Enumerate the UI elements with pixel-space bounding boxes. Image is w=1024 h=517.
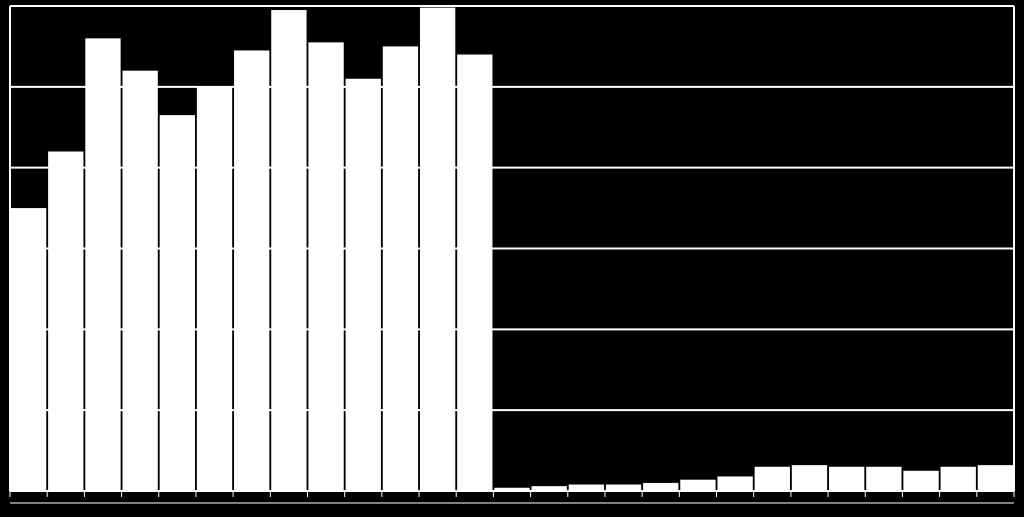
bar (717, 476, 752, 491)
bar (346, 79, 381, 491)
bar (48, 152, 83, 492)
bar (308, 42, 343, 491)
bar (160, 115, 195, 491)
bar (941, 467, 976, 491)
bar (383, 46, 418, 491)
bar (85, 38, 120, 491)
bar (11, 208, 46, 491)
bar (866, 467, 901, 491)
bar (903, 471, 938, 491)
bar (680, 480, 715, 491)
bar (420, 8, 455, 491)
bar (792, 465, 827, 491)
bar (457, 55, 492, 492)
bar (271, 10, 306, 491)
bar (829, 467, 864, 491)
chart-svg (0, 0, 1024, 517)
bar (197, 87, 232, 491)
bar-chart (0, 0, 1024, 517)
bar (234, 50, 269, 491)
bar (755, 467, 790, 491)
bar (978, 465, 1013, 491)
bar (643, 483, 678, 491)
bar (122, 71, 157, 491)
